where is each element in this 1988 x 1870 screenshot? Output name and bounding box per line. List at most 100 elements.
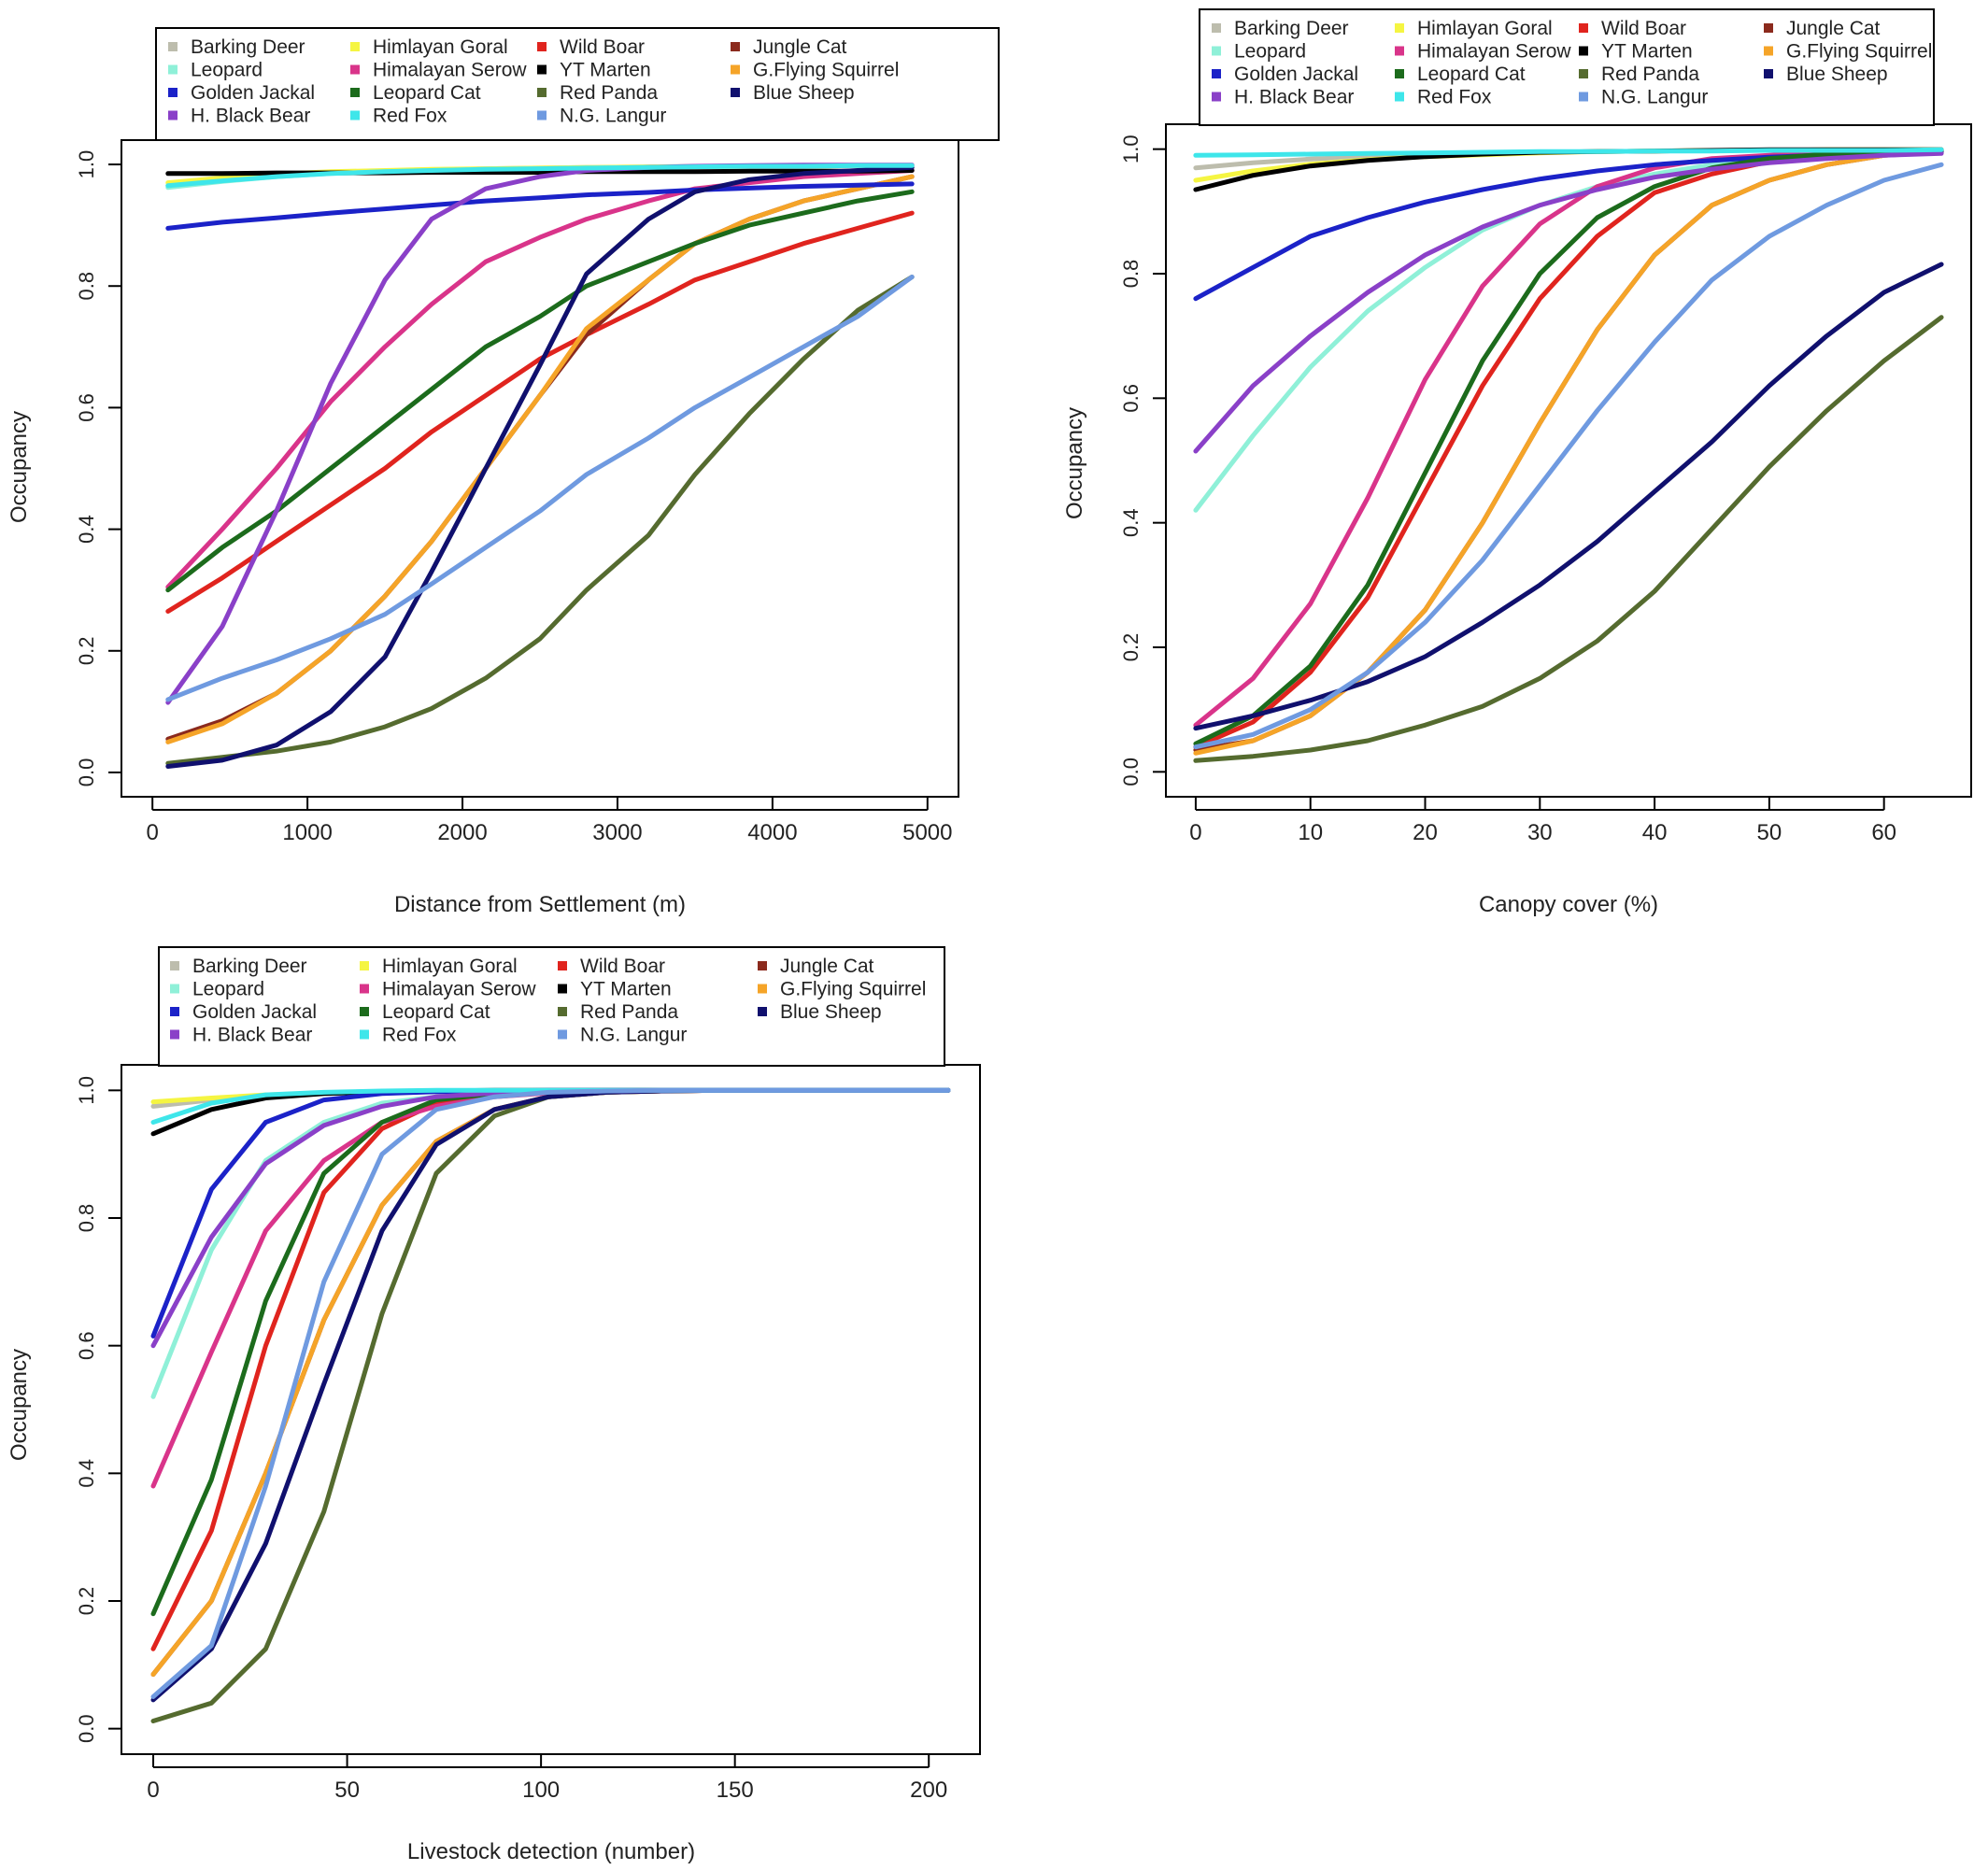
legend-swatch [170,1007,179,1016]
y-tick-label: 0.0 [1119,758,1143,786]
y-tick-label: 0.4 [75,515,98,544]
legend-swatch [360,1029,369,1040]
legend-swatch [1212,92,1221,102]
legend-label: Leopard [191,60,263,81]
legend-swatch [170,1029,179,1040]
x-tick-label: 60 [1871,820,1896,845]
legend-label: Red Panda [580,1001,678,1023]
series-lines [165,163,915,769]
x-tick-label: 3000 [592,820,642,845]
legend-swatch [1579,92,1588,102]
legend-label: Blue Sheep [753,82,855,104]
legend-swatch [558,984,567,994]
series-line-red-fox [1193,147,1944,158]
legend-swatch [170,961,179,970]
legend-label: Red Panda [1601,64,1699,85]
legend-label: H. Black Bear [191,106,310,127]
series-line-red-fox [165,163,915,189]
legend-swatch [558,1029,567,1040]
y-tick-label: 0.4 [1119,508,1143,537]
legend-label: Leopard Cat [1417,64,1526,85]
legend-label: G.Flying Squirrel [780,979,926,1000]
legend-swatch [731,88,740,97]
x-tick-label: 4000 [747,820,797,845]
series-line-n-g-langur [150,1087,951,1699]
y-tick-label: 0.0 [75,758,98,787]
legend-label: Himalayan Serow [373,60,527,81]
x-tick-label: 1000 [282,820,332,845]
chart-panel-1: 0.0 0.2 0.4 0.6 0.8 1.0 0 1000 2000 3000 4000 5000 O… [7,27,1000,917]
legend-label: Jungle Cat [753,36,847,58]
series-lines [150,1087,951,1723]
legend-swatch [170,984,179,994]
legend-swatch [360,961,369,970]
legend-frame [155,27,1000,141]
x-axis-title: Canopy cover (%) [1479,892,1658,917]
legend-swatch [1212,46,1221,56]
legend-swatch [537,64,547,75]
legend-swatch [350,64,360,75]
series-line-himalayan-serow [165,168,915,589]
y-axis-title: Occupancy [1062,407,1087,519]
legend-label: Leopard Cat [382,1001,490,1023]
legend-label: Red Fox [1417,87,1492,108]
legend-swatch [168,64,178,75]
x-tick-label: 0 [147,1778,159,1803]
y-tick-label: 0.2 [75,636,98,665]
legend-swatch [758,961,767,970]
legend-label: Himlayan Goral [382,956,518,977]
legend-label: Barking Deer [1234,18,1349,39]
legend-label: Wild Boar [1601,18,1686,39]
legend-label: Red Panda [560,82,658,104]
legend-swatch [537,110,547,120]
chart-panel-2: 0.0 0.2 0.4 0.6 0.8 1.0 0 10 20 30 40 50 60 Occupancy… [1062,8,1972,917]
legend-label: YT Marten [580,979,672,1000]
legend-label: Golden Jackal [191,82,315,104]
series-line-red-panda [165,275,915,766]
x-tick-label: 150 [717,1778,754,1803]
legend-swatch [1764,69,1773,78]
chart-panel-3: 0.0 0.2 0.4 0.6 0.8 1.0 0 50 100 150 200 Occupancy L… [7,946,981,1864]
legend-swatch [758,1007,767,1016]
legend-swatch [758,984,767,994]
series-lines [1193,147,1944,763]
legend-swatch [1579,23,1588,33]
legend-label: Barking Deer [191,36,305,58]
x-tick-label: 5000 [902,820,952,845]
x-tick-label: 0 [1189,820,1201,845]
series-line-g-flying-squirrel [1193,149,1944,756]
legend-swatch [1764,46,1773,56]
y-axis-title: Occupancy [7,411,32,523]
legend-label: Blue Sheep [780,1001,882,1023]
legend-swatch [731,42,740,51]
y-tick-label: 0.8 [75,272,98,301]
legend-label: Leopard [1234,41,1306,63]
legend-label: G.Flying Squirrel [753,60,899,81]
legend-swatch [350,110,360,120]
y-tick-label: 0.2 [1119,633,1143,662]
y-tick-label: 0.4 [75,1459,98,1488]
y-tick-label: 0.6 [75,393,98,422]
series-line-leopard-cat [1193,148,1944,746]
legend-label: G.Flying Squirrel [1786,41,1932,63]
legend-swatch [350,88,360,97]
legend-swatch [350,42,360,51]
legend: Barking Deer Himlayan Goral Wild Boar Jungl… [155,27,1000,141]
legend-frame [1199,8,1935,126]
legend-label: Leopard Cat [373,82,481,104]
legend-label: Leopard [192,979,264,1000]
legend-swatch [1212,69,1221,78]
y-axis-title: Occupancy [7,1349,32,1461]
legend-swatch [1764,23,1773,33]
x-tick-label: 100 [522,1778,560,1803]
x-tick-label: 2000 [437,820,487,845]
x-axis-title: Distance from Settlement (m) [394,892,686,917]
legend-swatch [168,42,178,51]
legend-swatch [1395,69,1404,78]
legend-swatch [168,88,178,97]
legend-swatch [558,1007,567,1016]
legend-label: Himlayan Goral [373,36,508,58]
series-line-golden-jackal [165,181,915,231]
legend-label: Golden Jackal [192,1001,317,1023]
